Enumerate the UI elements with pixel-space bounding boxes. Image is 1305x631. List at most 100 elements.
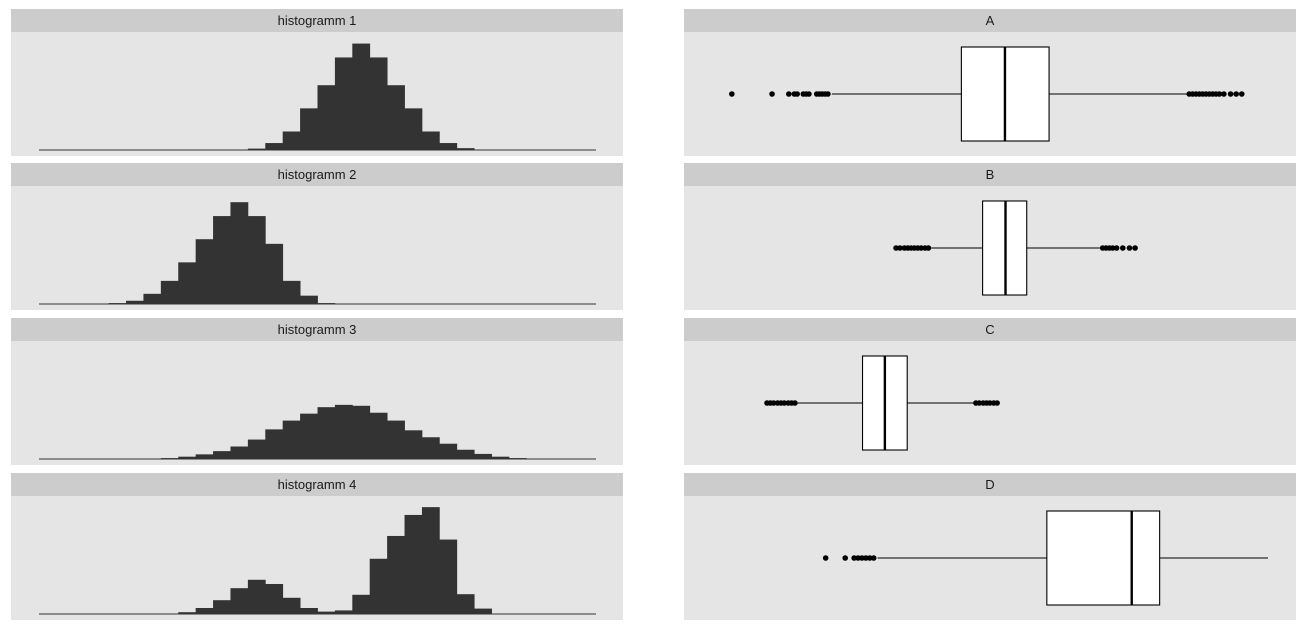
histogram-bar (282, 280, 301, 304)
histogram-bar (421, 437, 440, 459)
facet-panel (11, 496, 623, 620)
histogram-bar (213, 451, 231, 459)
facet-strip (11, 318, 623, 341)
outlier-point (859, 555, 865, 561)
histogram-bar (230, 588, 249, 614)
histogram-bar (317, 407, 336, 459)
outlier-point (1227, 91, 1234, 97)
histogram-bar (300, 295, 318, 304)
histogram-bar (230, 202, 249, 304)
histogram-bar (474, 608, 492, 614)
outlier-point (1126, 245, 1133, 251)
histogram-bar (247, 148, 266, 150)
histogram-bar (160, 280, 179, 304)
facet-strip (11, 163, 623, 186)
outlier-point (769, 91, 775, 97)
histogram-bar (265, 583, 284, 614)
outlier-point (893, 245, 899, 251)
histogram-bar (387, 420, 405, 459)
facet-strip (684, 163, 1296, 186)
outlier-point (729, 91, 735, 97)
histogram-bar (300, 413, 318, 459)
histogram-bar (352, 594, 371, 614)
histogram-bar (334, 57, 353, 150)
outlier-point (792, 400, 798, 406)
histogram-bar (265, 143, 284, 150)
histogram-bar (456, 449, 475, 459)
outlier-point (863, 555, 869, 561)
facet-strip-label: D (985, 477, 994, 492)
histogram-bar (195, 454, 214, 459)
histogram-bar (178, 456, 197, 459)
histogram-bar (404, 430, 423, 459)
facet-strip-label: histogramm 4 (278, 477, 357, 492)
histogram-bar (456, 594, 475, 614)
histogram-bar (404, 108, 423, 150)
histogram-bar (317, 85, 336, 150)
histogram-bar (126, 300, 144, 304)
histogram-bar (213, 600, 231, 614)
outlier-point (842, 555, 849, 561)
histogram-bar (317, 611, 336, 614)
histogram-bar (334, 610, 353, 614)
histogram-bar (387, 85, 405, 150)
outlier-point (1119, 245, 1126, 251)
outlier-point (918, 245, 924, 251)
histogram-bar (195, 239, 214, 304)
outlier-point (806, 91, 812, 97)
outlier-point (1221, 91, 1227, 97)
outlier-point (897, 245, 903, 251)
facet-panel (11, 186, 623, 310)
histogram-bar (421, 507, 440, 614)
outlier-point (786, 91, 792, 97)
histogram-bar (265, 243, 284, 304)
histogram-bar (421, 131, 440, 150)
histogram-bar (300, 607, 318, 614)
facet-strip-label: histogramm 1 (278, 13, 357, 28)
histogram-bar (352, 405, 371, 459)
histogram-bar (178, 262, 197, 304)
outlier-point (1109, 245, 1116, 251)
facet-strip-label: B (986, 167, 995, 182)
box (1046, 510, 1161, 606)
outlier-point (1216, 91, 1223, 97)
facet-strip (11, 473, 623, 496)
histogram-bar (369, 412, 388, 459)
facet-strip (684, 9, 1296, 32)
histogram-bar (230, 446, 249, 459)
outlier-point (825, 91, 831, 97)
outlier-point (976, 400, 983, 406)
histogram-bar (282, 420, 301, 459)
outlier-point (987, 400, 993, 406)
histogram-bar (352, 43, 371, 150)
outlier-point (770, 400, 777, 406)
histogram-bar (247, 579, 266, 614)
histogram-bar (439, 443, 458, 459)
histogram-bar (195, 607, 214, 614)
facet-strip-label: histogramm 2 (278, 167, 357, 182)
facet-strip (11, 9, 623, 32)
histogram-bar (474, 453, 492, 459)
outlier-point (1238, 91, 1245, 97)
histogram-bar (369, 57, 388, 150)
outlier-point (866, 555, 873, 561)
histogram-bar (178, 612, 197, 614)
outlier-point (794, 91, 800, 97)
histogram-bar (369, 558, 388, 614)
facet-strip (684, 318, 1296, 341)
outlier-point (870, 555, 877, 561)
facet-strip-label: A (986, 13, 995, 28)
outlier-point (855, 555, 861, 561)
histogram-bar (387, 535, 405, 614)
outlier-point (925, 245, 932, 251)
outlier-point (851, 555, 857, 561)
histogram-bar (456, 148, 475, 150)
histogram-bar (247, 439, 266, 459)
histogram-bar (213, 216, 231, 304)
histogram-bar (439, 143, 458, 150)
outlier-point (822, 555, 829, 561)
facet-strip-label: C (985, 322, 994, 337)
histogram-bar (300, 108, 318, 150)
histogram-bar (265, 429, 284, 459)
